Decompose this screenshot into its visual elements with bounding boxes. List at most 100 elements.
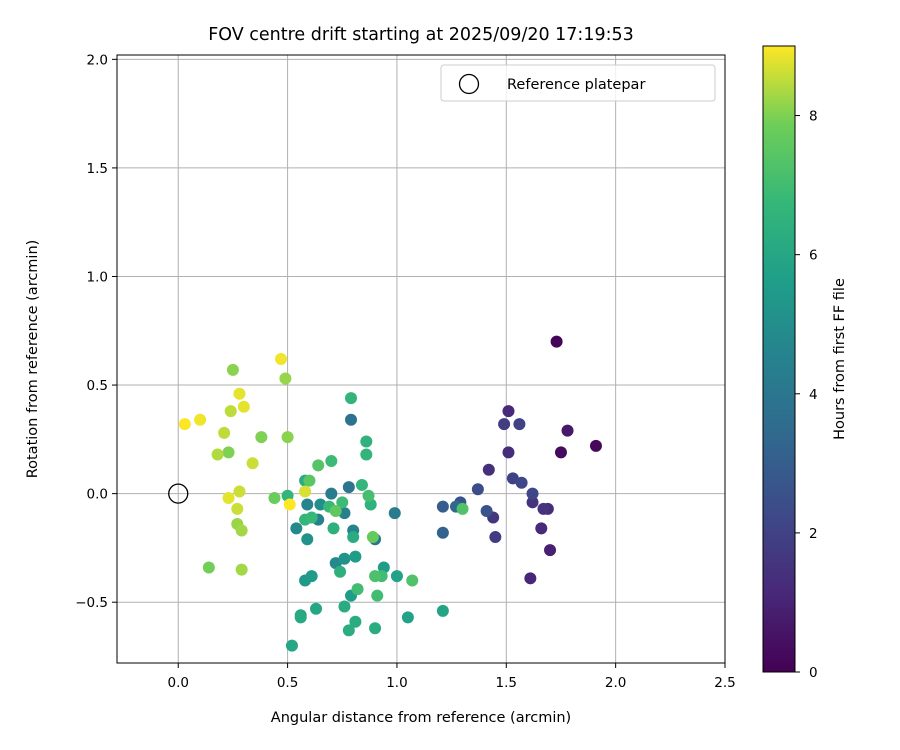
data-point xyxy=(299,485,312,498)
data-point xyxy=(360,435,373,448)
data-point xyxy=(561,424,574,437)
data-point xyxy=(305,570,318,583)
data-point xyxy=(218,426,231,439)
data-point xyxy=(349,550,362,563)
y-tick-label: 0.0 xyxy=(87,487,108,503)
data-point xyxy=(246,457,259,470)
plot-frame xyxy=(116,54,726,664)
data-point xyxy=(535,522,548,535)
data-point xyxy=(537,502,550,515)
data-point xyxy=(301,498,314,511)
data-point xyxy=(294,611,307,624)
legend-label: Reference platepar xyxy=(507,77,645,93)
data-point xyxy=(226,363,239,376)
data-point xyxy=(237,400,250,413)
x-tick-label: 0.5 xyxy=(277,675,298,691)
colorbar-tick-label: 0 xyxy=(809,665,818,681)
data-point xyxy=(301,533,314,546)
data-point xyxy=(222,491,235,504)
data-point xyxy=(369,570,382,583)
data-point xyxy=(310,602,323,615)
data-point xyxy=(268,491,281,504)
y-tick-label: 2.0 xyxy=(87,52,108,68)
data-point xyxy=(305,511,318,524)
data-point xyxy=(471,483,484,496)
y-tick-label: 1.0 xyxy=(87,269,108,285)
data-point xyxy=(526,487,539,500)
data-point xyxy=(371,589,384,602)
data-point xyxy=(349,615,362,628)
data-point xyxy=(279,372,292,385)
colorbar-tick-label: 4 xyxy=(809,387,818,403)
data-point xyxy=(290,522,303,535)
data-point xyxy=(231,502,244,515)
data-point xyxy=(194,413,207,426)
reference-platepar-marker xyxy=(168,483,189,504)
data-point xyxy=(222,446,235,459)
colorbar-label: Hours from first FF file xyxy=(832,278,848,440)
data-point xyxy=(589,439,602,452)
y-tick-label: 1.5 xyxy=(87,161,108,177)
y-axis-label: Rotation from reference (arcmin) xyxy=(25,240,41,479)
data-point xyxy=(342,624,355,637)
data-point xyxy=(526,496,539,509)
x-tick-label: 2.5 xyxy=(714,675,735,691)
legend: Reference platepar xyxy=(440,64,716,102)
data-point xyxy=(366,531,379,544)
data-point xyxy=(347,531,360,544)
data-point xyxy=(255,431,268,444)
data-point xyxy=(283,498,296,511)
x-tick-label: 1.0 xyxy=(386,675,407,691)
data-point xyxy=(388,507,401,520)
x-tick-label: 1.5 xyxy=(496,675,517,691)
data-point xyxy=(303,474,316,487)
data-point xyxy=(285,639,298,652)
data-point xyxy=(224,405,237,418)
data-point xyxy=(235,524,248,537)
data-point xyxy=(233,485,246,498)
y-tick-label: −0.5 xyxy=(75,595,108,611)
legend-box xyxy=(440,64,716,102)
colorbar-gradient xyxy=(762,45,796,673)
data-point xyxy=(489,531,502,544)
data-point xyxy=(369,622,382,635)
data-point xyxy=(281,431,294,444)
data-point xyxy=(550,335,563,348)
data-point xyxy=(336,496,349,509)
data-point xyxy=(338,552,351,565)
data-point xyxy=(554,446,567,459)
data-point xyxy=(362,489,375,502)
data-point xyxy=(456,502,469,515)
data-point xyxy=(325,455,338,468)
data-point xyxy=(235,563,248,576)
data-point xyxy=(513,418,526,431)
data-point xyxy=(275,353,288,365)
x-axis-label: Angular distance from reference (arcmin) xyxy=(271,710,571,726)
data-point xyxy=(406,574,419,587)
colorbar-tick-label: 6 xyxy=(809,248,818,264)
data-point xyxy=(502,405,515,418)
colorbar-ticks: 0 2 4 6 8 xyxy=(795,109,818,681)
data-point xyxy=(325,487,338,500)
data-point xyxy=(351,583,364,596)
colorbar: 0 2 4 6 8 Hours from first FF file xyxy=(762,45,848,681)
data-point xyxy=(515,476,528,489)
data-point xyxy=(329,505,342,517)
y-axis-ticks: −0.5 0.0 0.5 1.0 1.5 2.0 xyxy=(75,52,117,611)
data-point xyxy=(401,611,414,624)
x-tick-label: 2.0 xyxy=(605,675,626,691)
chart-title: FOV centre drift starting at 2025/09/20 … xyxy=(208,25,634,45)
data-point xyxy=(436,604,449,617)
data-point xyxy=(327,522,340,535)
data-point xyxy=(233,387,246,400)
x-axis-ticks: 0.0 0.5 1.0 1.5 2.0 2.5 xyxy=(167,663,736,691)
data-point xyxy=(211,448,224,461)
colorbar-tick-label: 2 xyxy=(809,526,818,542)
data-point xyxy=(436,500,449,513)
data-point xyxy=(502,446,515,459)
x-tick-label: 0.0 xyxy=(167,675,188,691)
data-point xyxy=(334,565,347,578)
data-point xyxy=(360,448,373,461)
legend-marker-icon xyxy=(458,73,480,95)
data-point xyxy=(338,600,351,613)
